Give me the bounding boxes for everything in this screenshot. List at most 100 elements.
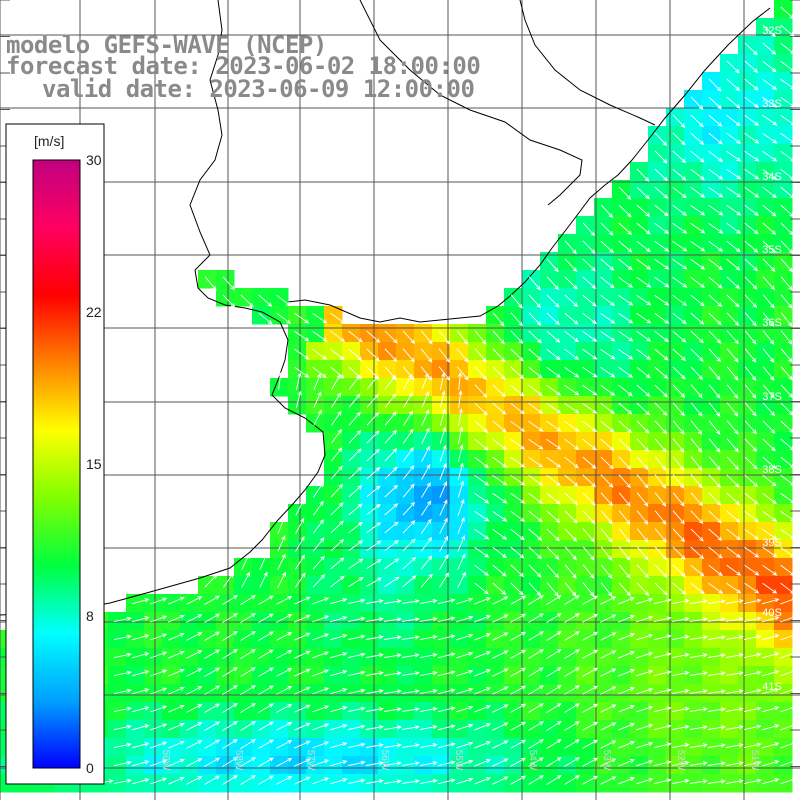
wind-arrow: [366, 540, 382, 552]
wind-arrow: [780, 582, 795, 595]
latitude-label: 39S: [762, 537, 782, 549]
wind-arrow: [708, 150, 724, 163]
wind-arrow: [420, 652, 438, 659]
wind-arrow: [474, 456, 489, 469]
wind-arrow: [222, 757, 238, 767]
wind-arrow: [762, 510, 778, 522]
wind-arrow: [761, 598, 780, 605]
wind-arrow: [780, 348, 793, 363]
wind-arrow: [312, 555, 325, 570]
wind-arrow: [744, 528, 760, 540]
wind-arrow: [420, 742, 438, 749]
wind-arrow: [168, 740, 185, 749]
wind-arrow: [654, 294, 670, 306]
latitude-label: 41S: [762, 681, 782, 693]
wind-arrow: [762, 150, 778, 162]
wind-arrow: [564, 685, 580, 695]
wind-arrow: [780, 759, 798, 767]
wind-arrow: [725, 599, 744, 604]
border-river-2: [519, 0, 656, 126]
wind-arrow: [510, 703, 527, 713]
wind-arrow: [707, 653, 726, 658]
wind-arrow: [474, 582, 489, 595]
wind-arrow: [546, 528, 560, 542]
wind-arrow: [780, 492, 796, 504]
wind-arrow: [708, 258, 723, 271]
wind-arrow: [744, 78, 759, 91]
wind-arrow: [600, 704, 617, 713]
wind-arrow: [600, 492, 614, 507]
wind-arrow: [564, 348, 580, 360]
wind-arrow: [762, 96, 778, 108]
wind-arrow: [689, 707, 708, 712]
wind-arrow: [780, 312, 793, 327]
wind-arrow: [474, 510, 490, 522]
colorbar-label-8: 8: [86, 608, 94, 624]
wind-arrow: [654, 132, 668, 147]
wind-arrow: [455, 777, 474, 785]
wind-arrow: [365, 761, 384, 766]
wind-arrow: [421, 372, 429, 390]
wind-arrow: [707, 689, 726, 694]
wind-arrow: [114, 616, 132, 623]
wind-arrow: [672, 528, 686, 543]
wind-arrow: [654, 366, 669, 379]
wind-arrow: [707, 743, 726, 748]
wind-arrow: [690, 150, 705, 163]
wind-arrow: [708, 474, 722, 489]
wind-arrow: [401, 707, 420, 712]
wind-arrow: [277, 553, 286, 570]
wind-arrow: [744, 742, 762, 749]
colorbar-label-22: 22: [86, 304, 102, 320]
wind-arrow: [204, 276, 217, 291]
wind-arrow: [600, 384, 616, 396]
wind-arrow: [726, 240, 741, 253]
wind-arrow: [420, 760, 438, 767]
wind-arrow: [457, 553, 466, 570]
wind-arrow: [474, 723, 491, 731]
wind-arrow: [762, 60, 777, 73]
wind-arrow: [726, 294, 740, 308]
wind-arrow: [600, 582, 613, 597]
wind-arrow: [258, 595, 274, 605]
wind-arrow: [204, 739, 221, 749]
wind-arrow: [618, 186, 632, 200]
wind-arrow: [131, 670, 150, 677]
wind-arrow: [492, 776, 509, 785]
wind-arrow: [258, 667, 274, 677]
wind-arrow: [312, 597, 330, 605]
wind-arrow: [222, 685, 238, 695]
wind-arrow: [689, 761, 708, 766]
wind-arrow: [582, 420, 598, 433]
wind-arrow: [330, 428, 343, 444]
wind-arrow: [258, 649, 274, 659]
wind-arrow: [636, 186, 650, 200]
wind-arrow: [672, 222, 688, 234]
wind-arrow: [762, 492, 777, 505]
wind-arrow: [295, 517, 305, 534]
wind-arrow: [222, 294, 236, 308]
wind-arrow: [528, 330, 542, 344]
wind-arrow: [222, 721, 238, 731]
wind-arrow: [762, 294, 775, 309]
wind-arrow: [582, 631, 599, 641]
wind-arrow: [762, 582, 778, 594]
wind-arrow: [348, 503, 363, 516]
wind-arrow: [258, 685, 274, 695]
wind-arrow: [762, 114, 778, 126]
wind-arrow: [348, 760, 366, 767]
wind-arrow: [653, 742, 672, 749]
wind-arrow: [707, 599, 726, 604]
wind-arrow: [421, 427, 430, 444]
wind-arrow: [762, 330, 775, 345]
wind-arrow: [744, 150, 760, 162]
wind-arrow: [330, 348, 345, 361]
wind-arrow: [564, 546, 577, 561]
title-model: modelo GEFS-WAVE (NCEP): [6, 31, 327, 59]
wind-arrow: [762, 186, 777, 199]
wind-arrow: [726, 384, 739, 399]
wind-arrow: [744, 670, 762, 677]
wind-arrow: [707, 671, 726, 676]
wind-arrow: [654, 204, 669, 217]
